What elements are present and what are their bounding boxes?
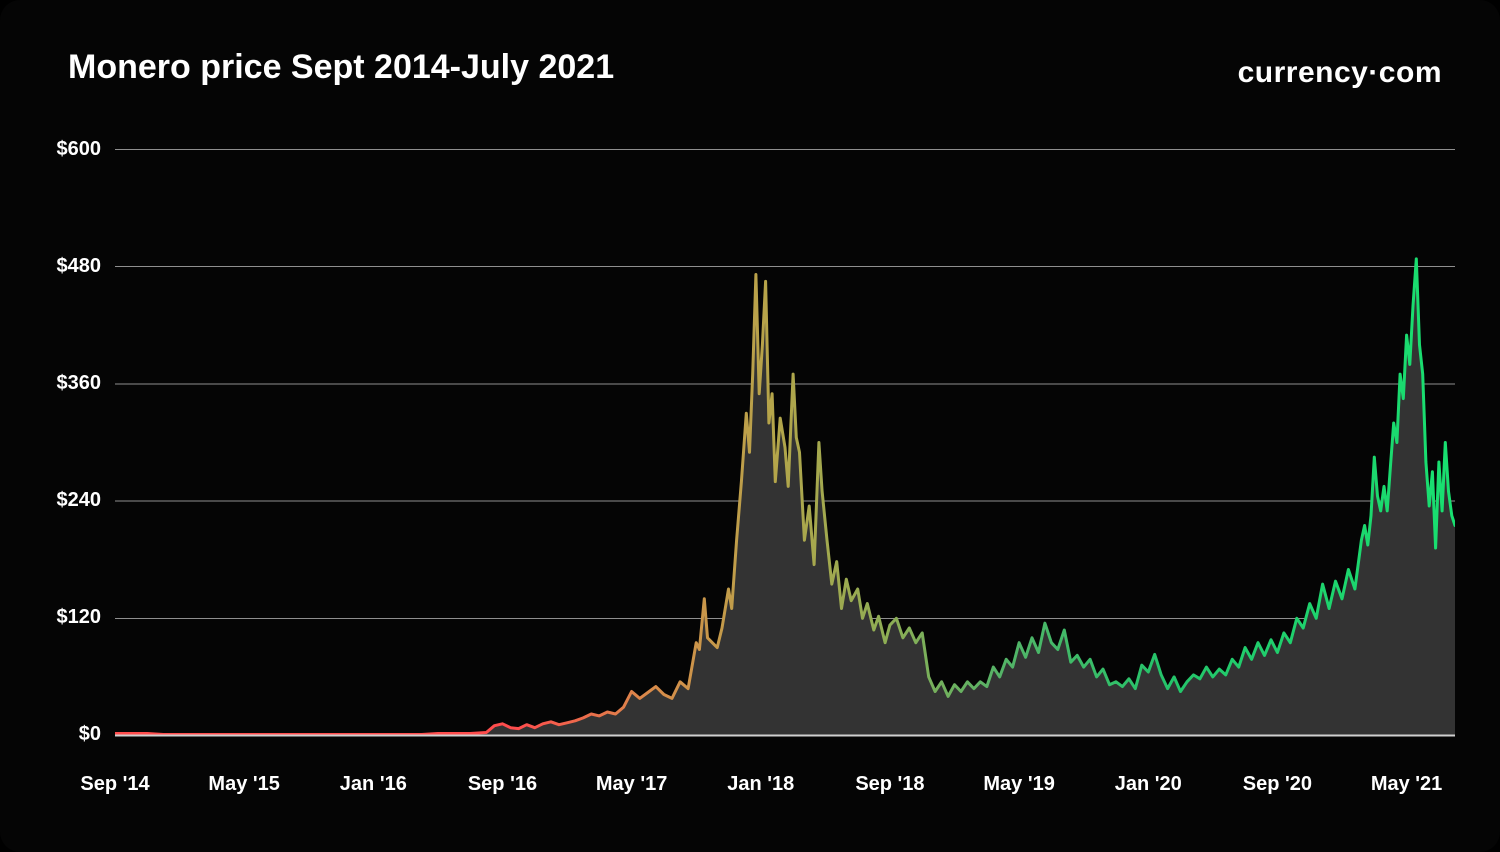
x-axis-label: Sep '20: [1243, 773, 1312, 796]
brand-label: currency·com: [1238, 56, 1442, 90]
x-axis-label: May '15: [208, 773, 279, 796]
y-axis-label: $240: [57, 489, 102, 512]
y-axis-label: $480: [57, 255, 102, 278]
price-chart-svg: [115, 130, 1455, 755]
chart-title: Monero price Sept 2014-July 2021: [68, 48, 614, 87]
y-axis-label: $0: [79, 723, 101, 746]
x-axis-label: May '17: [596, 773, 667, 796]
x-axis-label: Jan '18: [727, 773, 794, 796]
x-axis-label: Sep '16: [468, 773, 537, 796]
y-axis-label: $360: [57, 372, 102, 395]
y-axis-label: $600: [57, 138, 102, 161]
x-axis-label: Jan '20: [1115, 773, 1182, 796]
x-axis-label: May '19: [983, 773, 1054, 796]
x-axis-label: Sep '14: [80, 773, 149, 796]
x-axis-label: Sep '18: [855, 773, 924, 796]
area-fill: [115, 259, 1455, 736]
y-axis-label: $120: [57, 606, 102, 629]
x-axis-label: May '21: [1371, 773, 1442, 796]
chart-container: { "title": "Monero price Sept 2014-July …: [0, 0, 1500, 852]
x-axis-label: Jan '16: [340, 773, 407, 796]
